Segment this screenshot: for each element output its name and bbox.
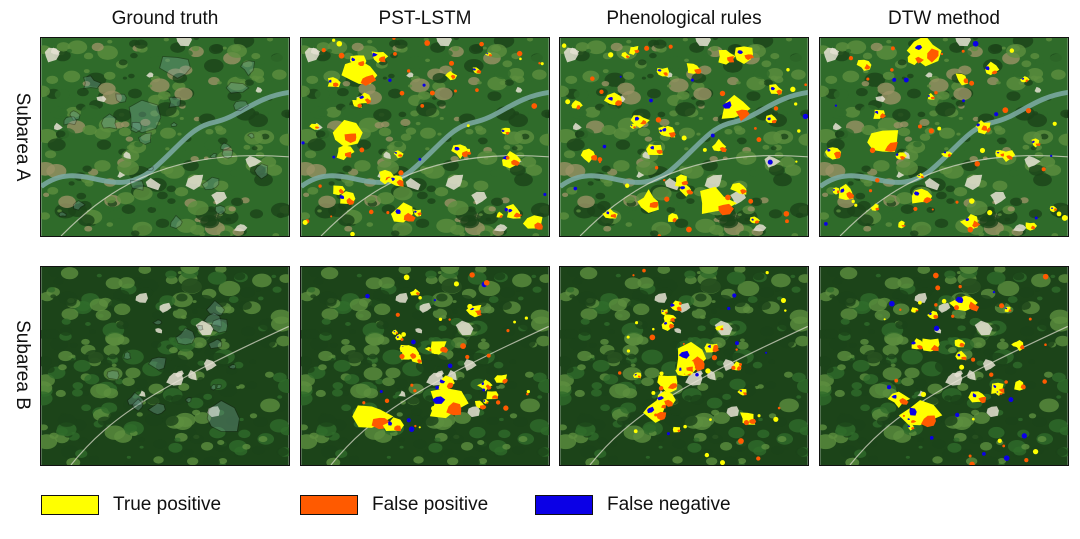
legend-swatch-false-positive xyxy=(300,495,358,515)
column-title-phenological-rules: Phenological rules xyxy=(606,8,762,29)
map-image xyxy=(560,38,808,236)
map-image xyxy=(820,267,1068,465)
map-image xyxy=(41,267,289,465)
map-image xyxy=(820,38,1068,236)
legend-swatch-true-positive xyxy=(41,495,99,515)
panel-subarea-a-phenological-rules xyxy=(559,37,809,237)
row-label-subarea-b: Subarea B xyxy=(12,320,33,410)
map-image xyxy=(41,38,289,236)
column-title-pst-lstm: PST-LSTM xyxy=(378,8,472,29)
column-title-ground-truth: Ground truth xyxy=(111,8,219,29)
legend-label: True positive xyxy=(113,494,222,515)
map-image xyxy=(301,267,549,465)
panel-subarea-b-dtw-method xyxy=(819,266,1069,466)
panel-subarea-b-phenological-rules xyxy=(559,266,809,466)
map-image xyxy=(560,267,808,465)
panel-subarea-b-ground-truth xyxy=(40,266,290,466)
panel-subarea-b-pst-lstm xyxy=(300,266,550,466)
column-title-dtw-method: DTW method xyxy=(888,8,1000,29)
legend-label: False positive xyxy=(372,494,489,515)
panel-subarea-a-dtw-method xyxy=(819,37,1069,237)
panel-subarea-a-pst-lstm xyxy=(300,37,550,237)
map-image xyxy=(301,38,549,236)
panel-subarea-a-ground-truth xyxy=(40,37,290,237)
legend-label: False negative xyxy=(607,494,731,515)
legend-swatch-false-negative xyxy=(535,495,593,515)
row-label-subarea-a: Subarea A xyxy=(12,92,33,182)
